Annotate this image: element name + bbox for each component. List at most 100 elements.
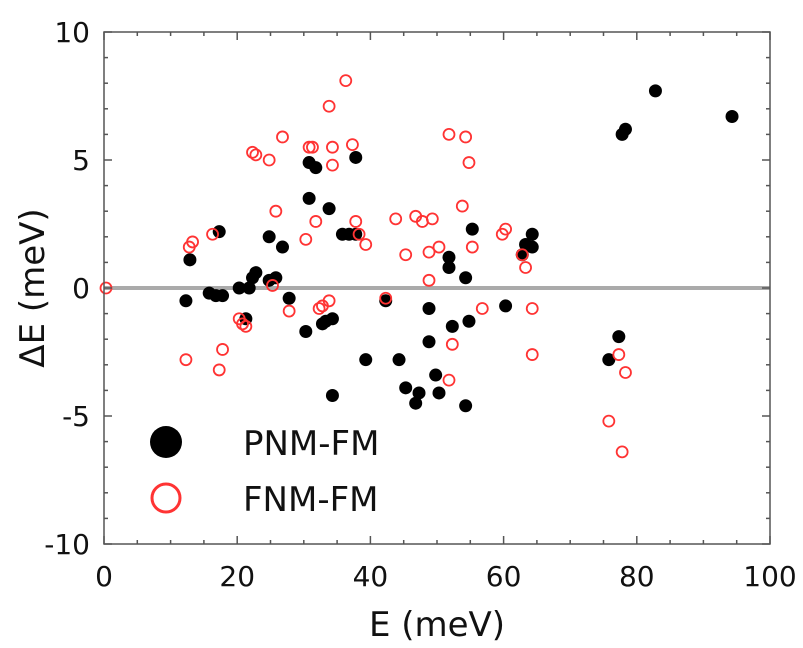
x-tick-label: 100 (743, 560, 796, 593)
data-point-open (475, 302, 489, 315)
x-tick-label: 80 (619, 560, 655, 593)
plot-area (99, 31, 771, 545)
data-point-filled (648, 84, 662, 98)
data-point-open (306, 140, 319, 154)
y-tick-label: 10 (54, 16, 90, 49)
data-point-filled (602, 353, 616, 367)
data-point-open (339, 74, 353, 88)
data-point-filled (262, 230, 276, 244)
data-point-open (179, 353, 193, 367)
series-fnm-fm (99, 74, 632, 459)
data-point-open (519, 261, 532, 274)
data-point-open (346, 138, 359, 152)
data-point-open (525, 302, 539, 315)
data-point-open (525, 348, 539, 361)
data-point-filled (299, 325, 313, 339)
axis-ticks (103, 31, 771, 545)
x-tick-label: 20 (219, 560, 255, 593)
data-point-open (216, 343, 229, 356)
legend: PNM-FM FNM-FM (150, 424, 379, 520)
y-tick-label: -10 (44, 528, 90, 561)
data-point-filled (275, 240, 289, 254)
data-point-open (282, 304, 296, 318)
data-point-filled (282, 291, 296, 305)
data-point-open (425, 212, 439, 226)
data-point-filled (379, 294, 393, 308)
data-point-open (602, 414, 616, 428)
data-point-filled (459, 271, 473, 285)
data-point-filled (525, 227, 539, 241)
data-point-open (359, 238, 373, 251)
data-point-open (432, 240, 446, 254)
legend-item-pnm-fm: PNM-FM (150, 424, 379, 464)
data-point-open (269, 204, 283, 218)
y-tick-label: 0 (72, 272, 90, 305)
data-point-open (299, 232, 313, 246)
data-point-filled (442, 250, 456, 264)
data-point-open (445, 337, 459, 351)
data-point-filled (412, 386, 426, 400)
data-point-open (352, 227, 366, 241)
data-point-filled (429, 368, 443, 382)
data-point-open (212, 363, 226, 377)
data-point-filled (525, 240, 539, 254)
y-tick-label: -5 (62, 400, 90, 433)
x-axis-title: E (meV) (369, 605, 505, 645)
data-point-filled (618, 122, 632, 136)
data-point-filled (399, 381, 413, 395)
data-point-open (276, 130, 289, 144)
data-point-open (455, 199, 469, 213)
data-point-open (322, 99, 336, 113)
data-point-open (619, 366, 632, 379)
data-point-open (349, 215, 363, 228)
data-point-filled (462, 314, 476, 328)
data-point-filled (322, 202, 336, 216)
data-point-open (459, 130, 473, 144)
data-point-open (499, 222, 512, 236)
data-point-filled (183, 253, 197, 267)
data-point-filled (212, 225, 226, 239)
data-point-filled (302, 191, 316, 205)
data-point-open (266, 279, 279, 292)
data-point-open (612, 348, 626, 361)
legend-marker-open-circle (150, 482, 182, 514)
data-point-open (389, 212, 403, 226)
data-point-filled (392, 353, 406, 367)
y-tick-label: 5 (72, 144, 90, 177)
data-point-filled (725, 109, 739, 123)
data-point-open (462, 156, 476, 169)
data-point-filled (325, 312, 339, 326)
data-points (99, 74, 739, 459)
legend-marker-filled-circle (150, 426, 182, 458)
data-point-filled (249, 266, 263, 280)
data-point-open (239, 319, 253, 333)
data-point-open (246, 145, 259, 159)
data-point-filled (422, 301, 436, 315)
data-point-open (379, 291, 393, 305)
data-point-open (322, 294, 336, 308)
data-point-open (302, 140, 316, 154)
data-point-filled (422, 335, 436, 349)
data-point-open (186, 235, 199, 249)
data-point-open (442, 373, 456, 387)
y-axis-title: ΔE (meV) (13, 208, 53, 367)
data-point-open (465, 240, 479, 254)
data-point-filled (499, 299, 513, 313)
data-point-filled (515, 248, 529, 262)
data-point-open (399, 248, 413, 262)
data-point-filled (409, 396, 423, 410)
legend-label-fnm-fm: FNM-FM (243, 480, 379, 520)
data-point-filled (459, 399, 473, 413)
x-tick-label: 40 (353, 560, 389, 593)
legend-label-pnm-fm: PNM-FM (243, 424, 379, 464)
data-point-filled (349, 150, 363, 164)
data-point-open (442, 127, 456, 141)
data-point-filled (232, 281, 246, 295)
data-point-filled (309, 161, 323, 175)
data-point-filled (432, 386, 446, 400)
data-point-open (422, 273, 436, 287)
data-point-filled (269, 271, 283, 285)
data-point-filled (216, 289, 230, 303)
